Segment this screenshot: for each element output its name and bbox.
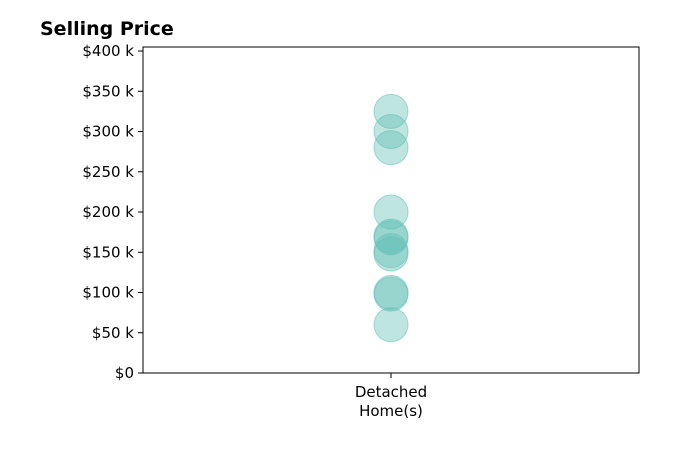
y-tick-label: $350 k xyxy=(82,82,134,100)
data-point xyxy=(373,220,409,256)
data-point xyxy=(373,236,409,272)
y-axis: $0 $50 k $100 k $150 k $200 k $250 k $300 k $35… xyxy=(82,42,143,382)
data-point xyxy=(373,194,409,230)
data-point xyxy=(373,114,409,150)
y-tick-label: $150 k xyxy=(82,243,134,261)
x-tick-label: Detached Home(s) xyxy=(355,383,427,420)
x-axis: Detached Home(s) xyxy=(355,373,427,420)
data-point xyxy=(373,307,409,343)
data-point xyxy=(373,93,409,129)
chart-title: Selling Price xyxy=(40,18,174,40)
y-tick-label: $300 k xyxy=(82,123,134,141)
y-tick-label: $200 k xyxy=(82,203,134,221)
y-tick-label: $100 k xyxy=(82,284,134,302)
y-tick-label: $50 k xyxy=(92,324,134,342)
data-point xyxy=(373,130,409,166)
y-tick-label: $0 xyxy=(115,364,134,382)
y-tick-label: $400 k xyxy=(82,42,134,60)
y-tick-label: $250 k xyxy=(82,163,134,181)
data-point xyxy=(373,276,409,312)
scatter-points xyxy=(373,93,409,343)
